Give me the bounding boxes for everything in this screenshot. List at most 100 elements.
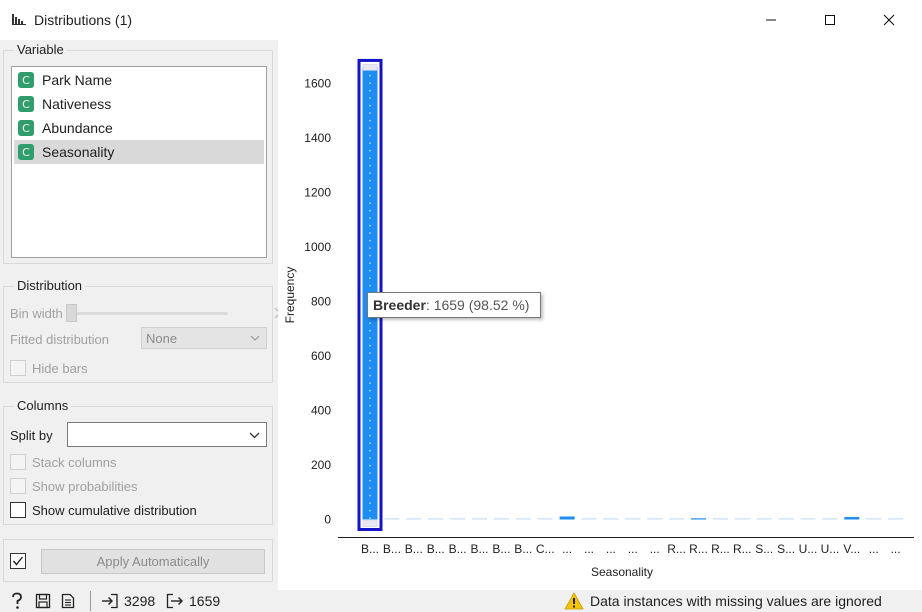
histogram-bar [559, 516, 575, 520]
y-tick-label: 0 [324, 513, 331, 527]
histogram-bar [734, 518, 750, 520]
help-button[interactable] [10, 590, 24, 612]
variable-item-nativeness[interactable]: C Nativeness [14, 92, 264, 116]
bin-width-slider-track[interactable] [70, 312, 228, 315]
split-by-label: Split by [10, 428, 53, 443]
x-tick-label: ... [628, 542, 638, 556]
y-tick-label: 1400 [304, 131, 331, 145]
columns-box: Columns Split by Stack columns Show prob… [3, 398, 273, 525]
histogram-bar [515, 518, 531, 520]
stack-columns-checkbox[interactable] [10, 454, 26, 470]
report-icon [61, 593, 75, 609]
histogram-bar [866, 518, 882, 520]
histogram-bar [691, 518, 706, 520]
fitted-distribution-select[interactable]: None [141, 327, 267, 349]
histogram-bar [669, 518, 685, 520]
x-tick-label: B... [449, 542, 467, 556]
y-tick-label: 400 [311, 404, 331, 418]
distribution-box: Distribution Bin width Fitted distributi… [3, 278, 281, 383]
variable-item-park-name[interactable]: C Park Name [14, 68, 264, 92]
bin-width-slider-handle[interactable] [66, 304, 77, 322]
variable-item-abundance[interactable]: C Abundance [14, 116, 264, 140]
x-tick-label: U... [821, 542, 840, 556]
x-axis-title: Seasonality [591, 565, 653, 579]
x-tick-label: ... [891, 542, 901, 556]
categorical-type-icon: C [18, 144, 34, 160]
title-bar: Distributions (1) [0, 0, 922, 40]
y-tick-label: 200 [311, 458, 331, 472]
fitted-distribution-label: Fitted distribution [10, 332, 109, 347]
save-icon [35, 593, 51, 609]
histogram-bar [406, 518, 422, 520]
histogram-bar [472, 518, 487, 520]
categorical-type-icon: C [18, 72, 34, 88]
show-cumulative-label: Show cumulative distribution [32, 503, 197, 518]
minimize-icon [766, 19, 776, 21]
variable-list[interactable]: C Park Name C Nativeness C Abundance C S… [11, 66, 267, 258]
checkmark-icon [12, 556, 24, 566]
save-button[interactable] [35, 590, 51, 612]
x-tick-label: B... [470, 542, 488, 556]
histogram-bar [778, 518, 794, 520]
input-icon [101, 590, 119, 612]
show-probabilities-checkbox[interactable] [10, 478, 26, 494]
show-probabilities-label: Show probabilities [32, 479, 138, 494]
x-tick-label: B... [492, 542, 510, 556]
y-tick-label: 800 [311, 295, 331, 309]
x-tick-label: ... [650, 542, 660, 556]
histogram-bar [800, 518, 816, 520]
histogram-bar [450, 518, 466, 520]
x-tick-label: B... [514, 542, 532, 556]
x-tick-label: B... [383, 542, 401, 556]
histogram-bar [712, 518, 728, 520]
x-tick-label: C... [536, 542, 555, 556]
report-button[interactable] [61, 590, 75, 612]
histogram-bar [384, 518, 400, 520]
status-bar: 3298 1659 Data instances with missing va… [0, 590, 922, 612]
variable-item-seasonality[interactable]: C Seasonality [14, 140, 264, 164]
close-icon [883, 14, 895, 26]
variable-item-label: Seasonality [42, 144, 115, 160]
variable-box: Variable C Park Name C Nativeness C Abun… [3, 42, 273, 264]
histogram-bar [428, 518, 444, 520]
variable-item-label: Park Name [42, 72, 113, 88]
y-tick-label: 600 [311, 349, 331, 363]
selected-bar-top-handle [362, 64, 378, 71]
output-count: 1659 [189, 593, 221, 609]
tooltip-category: Breeder [373, 297, 426, 313]
split-by-select[interactable] [67, 422, 267, 447]
x-tick-label: ... [869, 542, 879, 556]
histogram-bar [822, 518, 838, 520]
chevron-down-icon [249, 432, 260, 439]
histogram-bar [493, 518, 509, 520]
y-tick-label: 1200 [304, 186, 331, 200]
histogram-bar [844, 517, 860, 520]
categorical-type-icon: C [18, 120, 34, 136]
stack-columns-label: Stack columns [32, 455, 117, 470]
maximize-button[interactable] [807, 0, 853, 40]
x-tick-label: S... [777, 542, 795, 556]
output-icon [166, 590, 184, 612]
tooltip-value: : 1659 (98.52 %) [425, 297, 530, 313]
apply-automatically-checkbox[interactable] [10, 553, 26, 569]
warning-icon [564, 590, 584, 612]
histogram-bar [625, 518, 641, 520]
x-tick-label: ... [606, 542, 616, 556]
bar-tooltip: Breeder: 1659 (98.52 %) [367, 292, 541, 318]
minimize-button[interactable] [748, 0, 794, 40]
close-button[interactable] [866, 0, 912, 40]
show-cumulative-checkbox[interactable] [10, 502, 26, 518]
x-tick-label: S... [755, 542, 773, 556]
variable-item-label: Nativeness [42, 96, 112, 112]
histogram-bar [888, 518, 904, 520]
x-tick-label: R... [711, 542, 730, 556]
x-tick-label: R... [689, 542, 708, 556]
input-count: 3298 [124, 593, 156, 609]
variable-box-title: Variable [14, 42, 67, 57]
bar-chart-icon [12, 14, 26, 25]
x-tick-label: V... [843, 542, 860, 556]
hide-bars-checkbox[interactable] [10, 360, 26, 376]
warning-text: Data instances with missing values are i… [590, 593, 882, 609]
apply-button[interactable]: Apply Automatically [41, 549, 265, 574]
status-divider [90, 591, 91, 611]
